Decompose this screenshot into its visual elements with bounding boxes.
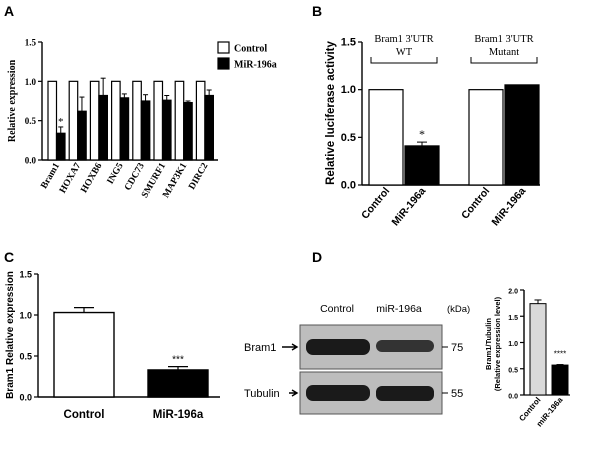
legend-swatch — [217, 57, 230, 70]
y-tick-label: 1.0 — [341, 84, 356, 96]
y-axis-title: Relative luciferase activity — [325, 40, 337, 184]
group-bracket — [370, 57, 438, 64]
x-tick-label: Control — [64, 409, 105, 421]
panel-label-d: D — [312, 249, 322, 265]
bar — [504, 84, 540, 186]
western-blot-image: Control miR-196a (kDa) Bram1 75 Tubulin 55 — [244, 303, 470, 415]
bar-mir-196a — [140, 100, 151, 161]
y-axis-title-line2: (Relative expression level) — [493, 296, 502, 391]
bar-control — [47, 80, 58, 161]
y-tick-label: 0.0 — [19, 393, 32, 403]
blot-unit-label: (kDa) — [447, 304, 470, 315]
legend-label: Control — [234, 44, 267, 55]
y-axis-title: Relative expression — [7, 59, 18, 142]
chart-a-relative-expression: 0.0 0.5 1.0 1.5 Relative expression * Bram1 HOX… — [7, 38, 277, 200]
y-tick-label: 1.5 — [25, 38, 37, 48]
x-tick-label: MiR-196a — [489, 185, 528, 228]
bar-mir-196a — [55, 132, 66, 161]
x-tick-label: ING5 — [106, 161, 126, 186]
chart-d-bram1-tubulin: 0.0 0.5 1.0 1.5 2.0 Bram1/Tubulin (Relative ex… — [484, 289, 570, 429]
y-tick-label: 1.5 — [341, 37, 356, 49]
y-tick-label: 0.5 — [508, 367, 518, 374]
panel-label-c: C — [4, 249, 14, 265]
blot-marker-label: 55 — [451, 388, 463, 400]
arrow-icon — [289, 389, 299, 397]
y-tick-label: 0.0 — [508, 394, 518, 401]
bar-mir-196a — [204, 94, 214, 161]
bar-mir-196a — [98, 94, 109, 161]
bar — [551, 364, 569, 396]
bar-control — [132, 80, 142, 161]
significance-marker: * — [58, 116, 64, 128]
legend-label: MiR-196a — [234, 60, 277, 71]
group-label-line2: WT — [396, 47, 413, 58]
legend-swatch — [217, 41, 230, 54]
bar — [53, 311, 115, 398]
group-bracket — [470, 57, 538, 64]
blot-band-control — [306, 385, 370, 401]
x-tick-label: Control — [459, 185, 492, 221]
blot-marker-label: 75 — [451, 342, 463, 354]
y-axis-title: Bram1 Relative expression — [5, 271, 16, 399]
group-label-line2: Mutant — [489, 47, 519, 58]
bar — [404, 145, 440, 186]
bar-mir-196a — [161, 99, 172, 161]
bar-control — [195, 80, 206, 161]
significance-marker: *** — [172, 355, 184, 366]
bar-mir-196a — [183, 101, 193, 161]
arrow-icon — [282, 343, 299, 351]
bar — [147, 369, 209, 398]
x-tick-label: MiR-196a — [389, 185, 428, 228]
blot-row-label: Tubulin — [244, 388, 280, 400]
chart-b-luciferase-activity: 0.0 0.5 1.0 1.5 Relative luciferase activity… — [325, 34, 540, 228]
y-tick-label: 1.0 — [25, 77, 37, 87]
significance-marker: * — [419, 127, 425, 141]
y-tick-label: 0.5 — [341, 132, 356, 144]
blot-lane-label: miR-196a — [376, 303, 422, 315]
bar-control — [110, 80, 121, 161]
y-tick-label: 1.0 — [508, 341, 518, 348]
group-label-line1: Bram1 3'UTR — [374, 34, 433, 45]
y-tick-label: 0.0 — [25, 156, 37, 166]
x-tick-label: MiR-196a — [153, 409, 204, 421]
y-tick-label: 0.5 — [25, 116, 37, 126]
x-tick-label: Control — [359, 185, 392, 221]
y-tick-label: 0.0 — [341, 180, 356, 192]
panel-label-b: B — [312, 3, 322, 19]
blot-row-label: Bram1 — [244, 342, 276, 354]
bar-control — [174, 80, 185, 161]
bar — [468, 89, 504, 186]
bar-control — [89, 80, 100, 161]
x-tick-label: HOXB6 — [79, 161, 104, 195]
blot-band-mir — [376, 340, 434, 352]
y-tick-label: 0.5 — [19, 352, 32, 362]
blot-lane-label: Control — [320, 303, 354, 315]
y-tick-label: 2.0 — [508, 289, 518, 296]
group-label-line1: Bram1 3'UTR — [474, 34, 533, 45]
blot-band-mir — [376, 386, 434, 401]
bar-mir-196a — [119, 97, 130, 161]
y-tick-label: 1.5 — [19, 270, 32, 280]
bar-mir-196a — [77, 110, 87, 161]
x-tick-label: DIRC2 — [187, 161, 210, 191]
bar-control — [68, 80, 79, 161]
y-tick-label: 1.5 — [508, 315, 518, 322]
blot-band-control — [306, 339, 370, 355]
bar-control — [153, 80, 164, 161]
panel-label-a: A — [4, 3, 14, 19]
y-tick-label: 1.0 — [19, 311, 32, 321]
bar — [529, 303, 547, 396]
significance-marker: **** — [554, 350, 566, 359]
x-tick-label: Bram1 — [39, 161, 62, 190]
y-axis-title-line1: Bram1/Tubulin — [484, 318, 493, 370]
bar — [368, 89, 404, 186]
